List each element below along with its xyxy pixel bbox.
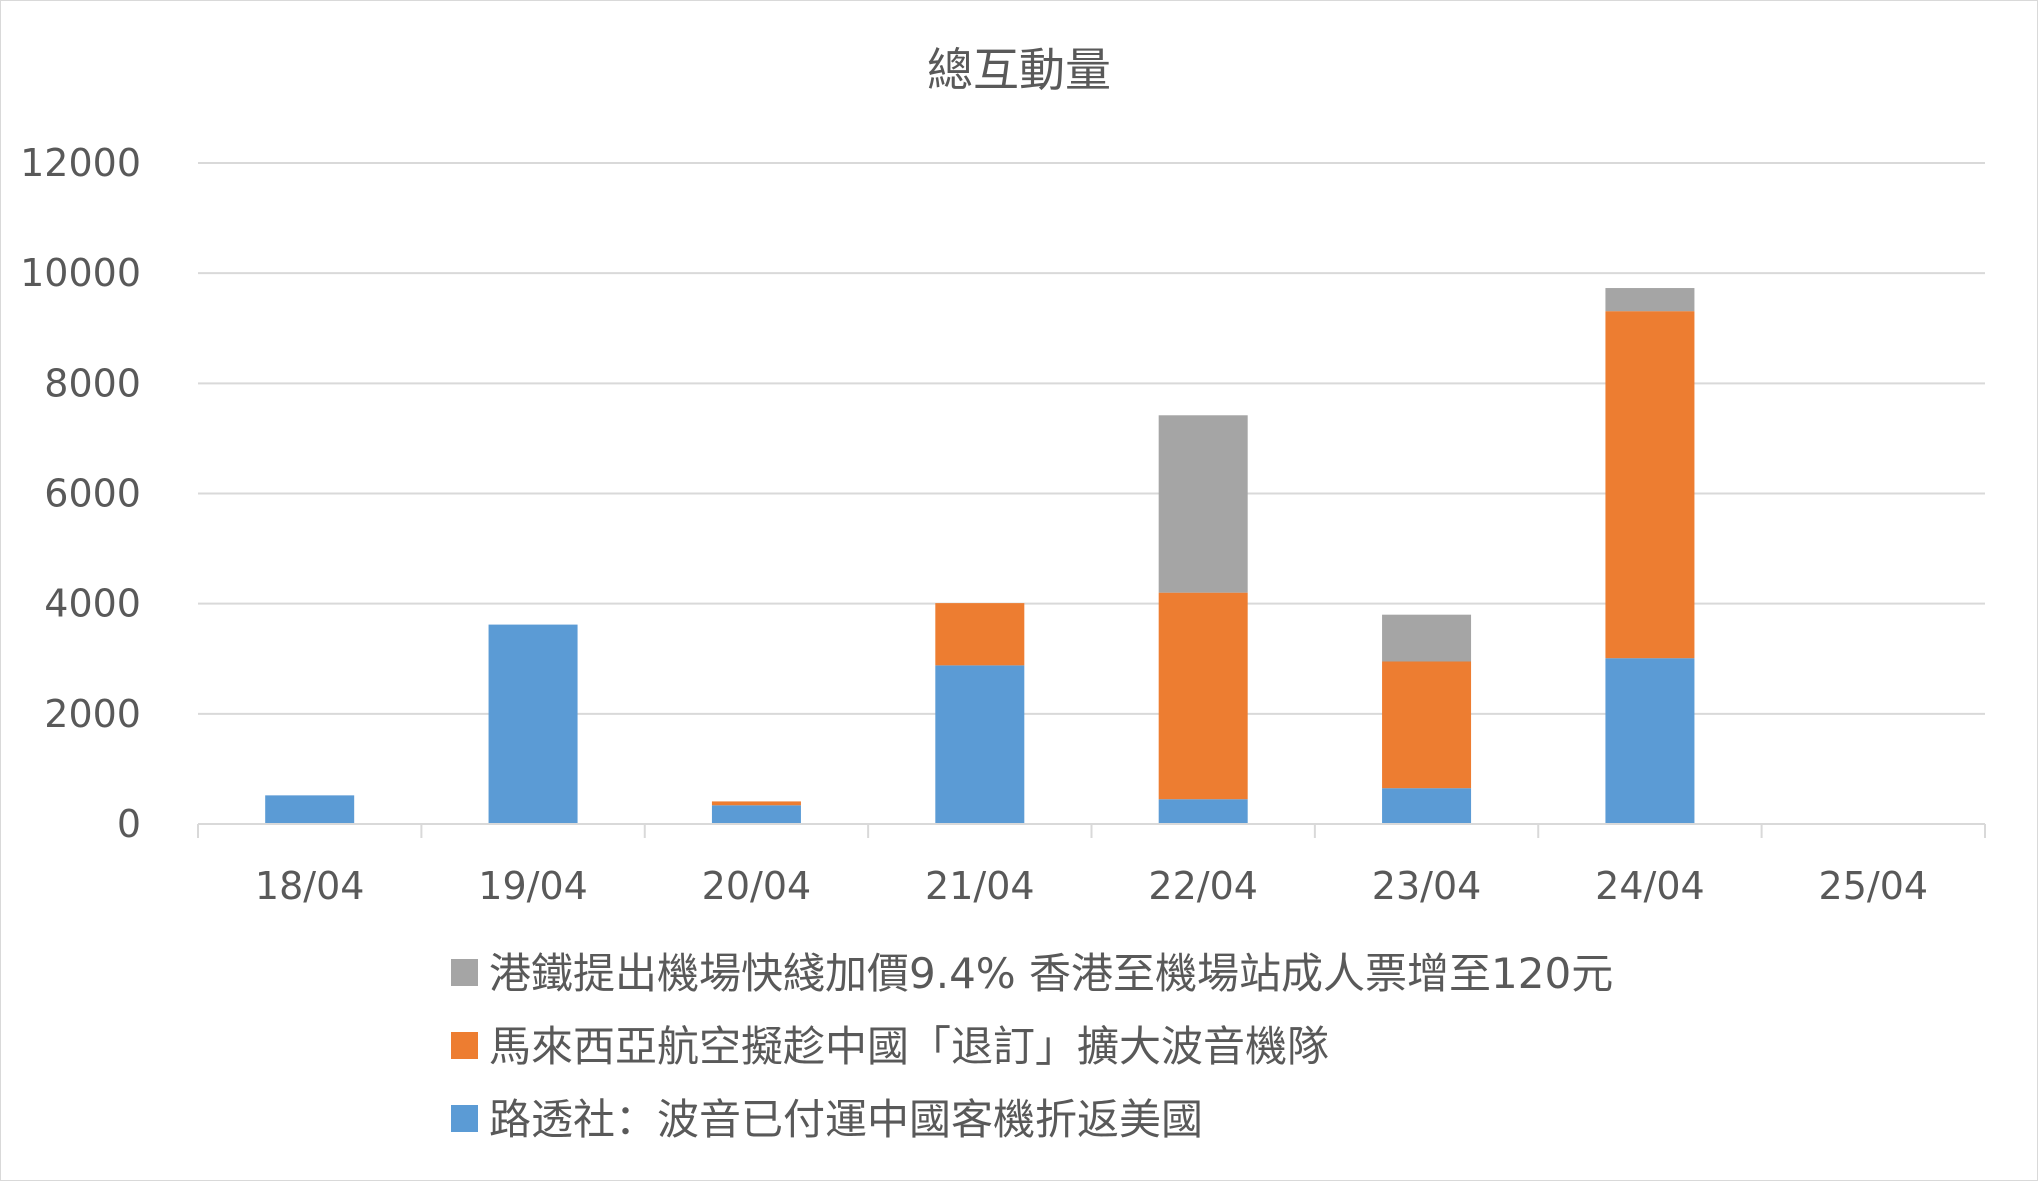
bars [265,288,1695,824]
legend-label: 港鐵提出機場快綫加價9.4% 香港至機場站成人票增至120元 [489,949,1613,998]
y-tick-label: 2000 [44,692,141,736]
x-axis [197,823,1986,838]
x-tick-label: 19/04 [478,864,588,908]
x-tick-label: 20/04 [702,864,812,908]
bar-segment [1605,311,1695,659]
bar-segment [1605,658,1695,824]
bar-segment [1158,799,1248,824]
bar-segment [1382,788,1472,824]
bar-segment [1382,661,1472,789]
legend-swatch [451,1105,478,1132]
x-tick-label: 22/04 [1148,864,1258,908]
bar-segment [1382,614,1472,662]
legend-swatch [451,959,478,986]
bar-segment [935,665,1025,824]
y-tick-label: 4000 [44,582,141,626]
gridlines [198,162,1985,715]
x-tick-label: 18/04 [255,864,365,908]
x-tick-label: 21/04 [925,864,1035,908]
bar-segment [711,805,801,824]
legend-label: 路透社：波音已付運中國客機折返美國 [489,1095,1203,1144]
y-axis-ticks: 0 2000 4000 6000 8000 10000 12000 [20,141,141,846]
bar-segment [488,624,578,824]
y-tick-label: 12000 [20,141,141,185]
bar-segment [935,603,1025,666]
y-tick-label: 10000 [20,251,141,295]
legend: 港鐵提出機場快綫加價9.4% 香港至機場站成人票增至120元馬來西亞航空擬趁中國… [451,949,1613,1144]
y-tick-label: 8000 [44,361,141,405]
y-tick-label: 0 [117,802,141,846]
bar-segment [1605,288,1695,312]
y-tick-label: 6000 [44,472,141,516]
legend-swatch [451,1032,478,1059]
bar-segment [1158,592,1248,800]
bar-segment [1158,415,1248,593]
x-tick-label: 23/04 [1372,864,1482,908]
bar-segment [265,795,355,824]
x-axis-ticks: 18/04 19/04 20/04 21/04 22/04 23/04 24/04 25/04 [255,864,1928,908]
bar-segment [711,801,801,806]
legend-label: 馬來西亞航空擬趁中國「退訂」擴大波音機隊 [489,1022,1329,1071]
chart-title: 總互動量 [927,43,1111,97]
x-tick-label: 24/04 [1595,864,1705,908]
x-tick-label: 25/04 [1819,864,1929,908]
